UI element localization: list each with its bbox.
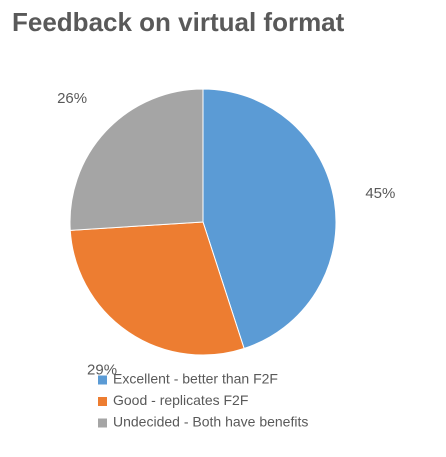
- data-label: 29%: [87, 361, 117, 378]
- pie-slice: [202, 88, 337, 350]
- data-label: 45%: [365, 185, 395, 202]
- legend-label: Excellent - better than F2F: [113, 371, 278, 387]
- chart-title: Feedback on virtual format: [12, 7, 345, 37]
- data-label: 26%: [57, 90, 87, 107]
- legend-swatch: [98, 375, 107, 385]
- legend-swatch: [98, 397, 107, 406]
- pie-slice: [69, 221, 245, 356]
- legend-label: Undecided - Both have benefits: [113, 414, 308, 430]
- legend-label: Good - replicates F2F: [113, 392, 248, 408]
- legend-swatch: [98, 418, 107, 428]
- pie-slice: [69, 88, 204, 231]
